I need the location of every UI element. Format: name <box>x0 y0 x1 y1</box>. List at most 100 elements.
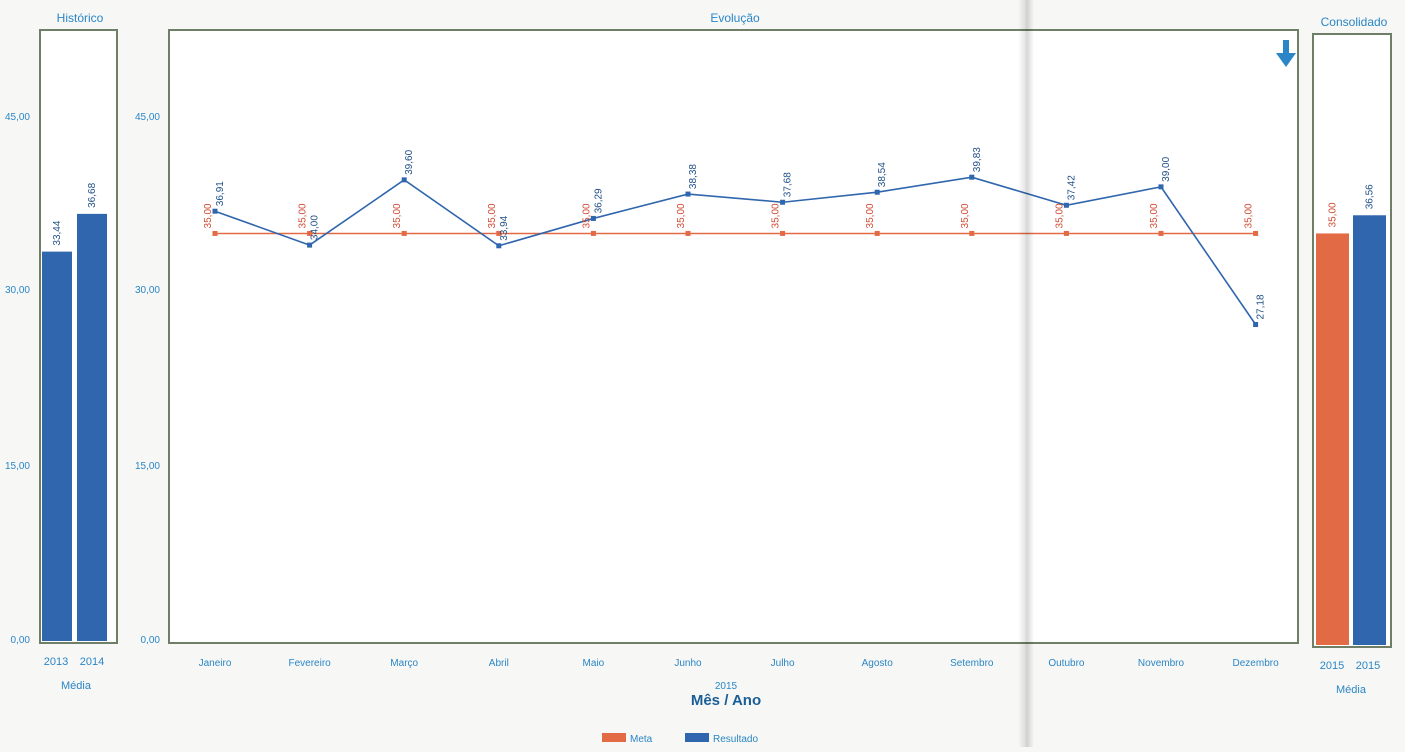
label-meta-janeiro: 35,00 <box>203 203 214 228</box>
point-resultado-novembro <box>1158 184 1164 190</box>
historico-bars: 33,44 36,68 <box>42 182 107 641</box>
x-tick-setembro: Setembro <box>950 658 994 669</box>
point-meta-março <box>401 230 407 236</box>
evolucao-y-ticks: 45,00 30,00 15,00 0,00 <box>135 112 160 646</box>
consolidado-xlabel: Média <box>1336 684 1367 696</box>
legend-resultado-swatch <box>685 733 709 742</box>
historico-y-ticks: 45,00 30,00 15,00 0,00 <box>5 112 30 646</box>
x-tick-junho: Junho <box>674 658 702 669</box>
label-resultado-novembro: 39,00 <box>1161 156 1172 181</box>
label-meta-setembro: 35,00 <box>960 203 971 228</box>
label-meta-fevereiro: 35,00 <box>298 203 309 228</box>
x-tick-consolidado-resultado: 2015 <box>1356 660 1380 672</box>
bar-historico-2014 <box>77 213 107 641</box>
legend: Meta Resultado <box>602 733 758 745</box>
x-tick-março: Março <box>390 658 418 669</box>
x-tick-abril: Abril <box>489 658 509 669</box>
y-tick-evolucao-0: 0,00 <box>141 635 161 646</box>
label-meta-abril: 35,00 <box>487 203 498 228</box>
label-meta-outubro: 35,00 <box>1054 203 1065 228</box>
arrow-down-icon[interactable] <box>1276 40 1296 67</box>
point-resultado-junho <box>685 191 691 197</box>
x-tick-julho: Julho <box>771 658 795 669</box>
point-resultado-maio <box>590 215 596 221</box>
label-meta-novembro: 35,00 <box>1149 203 1160 228</box>
point-resultado-fevereiro <box>307 242 313 248</box>
point-resultado-julho <box>780 199 786 205</box>
point-resultado-abril <box>496 243 502 249</box>
legend-resultado-label: Resultado <box>713 734 758 745</box>
x-tick-janeiro: Janeiro <box>199 658 232 669</box>
point-meta-novembro <box>1158 230 1164 236</box>
point-resultado-agosto <box>874 189 880 195</box>
historico-xlabel: Média <box>61 680 92 692</box>
bar-label-historico-2013: 33,44 <box>52 220 63 245</box>
evolucao-title: Evolução <box>710 11 760 25</box>
point-meta-janeiro <box>212 230 218 236</box>
point-resultado-dezembro <box>1253 322 1259 328</box>
bar-label-consolidado-meta: 35,00 <box>1328 202 1339 227</box>
label-resultado-maio: 36,29 <box>593 188 604 213</box>
label-resultado-janeiro: 36,91 <box>215 181 226 206</box>
label-meta-junho: 35,00 <box>676 203 687 228</box>
line-resultado <box>214 176 1257 325</box>
x-tick-consolidado-meta: 2015 <box>1320 660 1344 672</box>
point-meta-maio <box>590 230 596 236</box>
point-resultado-março <box>401 177 407 183</box>
y-tick-evolucao-45: 45,00 <box>135 112 160 123</box>
legend-meta-swatch <box>602 733 626 742</box>
label-resultado-julho: 37,68 <box>783 172 794 197</box>
y-tick-historico-0: 0,00 <box>11 635 31 646</box>
x-tick-novembro: Novembro <box>1138 658 1185 669</box>
evolucao-frame <box>168 29 1299 644</box>
point-meta-agosto <box>874 230 880 236</box>
label-meta-julho: 35,00 <box>771 203 782 228</box>
evolucao-lines: 35,00 35,00 35,00 35,00 35,00 35,00 35,00 35,00… <box>203 147 1267 328</box>
x-tick-maio: Maio <box>583 658 605 669</box>
point-meta-fevereiro <box>307 230 313 236</box>
label-resultado-outubro: 37,42 <box>1066 175 1077 200</box>
consolidado-title: Consolidado <box>1321 15 1388 29</box>
y-tick-historico-45: 45,00 <box>5 112 30 123</box>
bar-label-consolidado-resultado: 36,56 <box>1365 184 1376 209</box>
bar-consolidado-resultado <box>1353 215 1386 645</box>
y-tick-historico-15: 15,00 <box>5 461 30 472</box>
label-resultado-dezembro: 27,18 <box>1256 294 1267 319</box>
label-resultado-junho: 38,38 <box>688 164 699 189</box>
label-resultado-abril: 33,94 <box>499 215 510 240</box>
label-meta-março: 35,00 <box>392 203 403 228</box>
consolidado-bars: 35,00 36,56 <box>1316 184 1386 645</box>
x-tick-fevereiro: Fevereiro <box>288 658 331 669</box>
x-tick-agosto: Agosto <box>862 658 894 669</box>
y-tick-evolucao-15: 15,00 <box>135 461 160 472</box>
y-tick-historico-30: 30,00 <box>5 285 30 296</box>
bar-consolidado-meta <box>1316 233 1349 645</box>
label-resultado-março: 39,60 <box>404 149 415 174</box>
bar-label-historico-2014: 36,68 <box>87 182 98 207</box>
label-resultado-agosto: 38,54 <box>877 162 888 187</box>
x-tick-dezembro: Dezembro <box>1233 658 1280 669</box>
x-axis-year: 2015 <box>715 681 738 692</box>
x-axis-title: Mês / Ano <box>691 692 761 709</box>
evolucao-x-ticks: Janeiro Fevereiro Março Abril Maio Junho Julho… <box>199 658 1280 669</box>
label-meta-maio: 35,00 <box>581 203 592 228</box>
x-tick-outubro: Outubro <box>1048 658 1085 669</box>
legend-meta-label: Meta <box>630 734 653 745</box>
label-meta-dezembro: 35,00 <box>1244 203 1255 228</box>
label-resultado-setembro: 39,83 <box>972 147 983 172</box>
bar-historico-2013 <box>42 251 72 641</box>
point-meta-junho <box>685 230 691 236</box>
point-meta-abril <box>496 230 502 236</box>
point-meta-dezembro <box>1253 230 1259 236</box>
point-meta-outubro <box>1063 230 1069 236</box>
point-resultado-outubro <box>1063 202 1069 208</box>
x-tick-historico-2013: 2013 <box>44 656 68 668</box>
label-meta-agosto: 35,00 <box>865 203 876 228</box>
point-meta-setembro <box>969 230 975 236</box>
y-tick-evolucao-30: 30,00 <box>135 285 160 296</box>
point-meta-julho <box>780 230 786 236</box>
point-resultado-janeiro <box>212 208 218 214</box>
label-resultado-fevereiro: 34,00 <box>310 215 321 240</box>
